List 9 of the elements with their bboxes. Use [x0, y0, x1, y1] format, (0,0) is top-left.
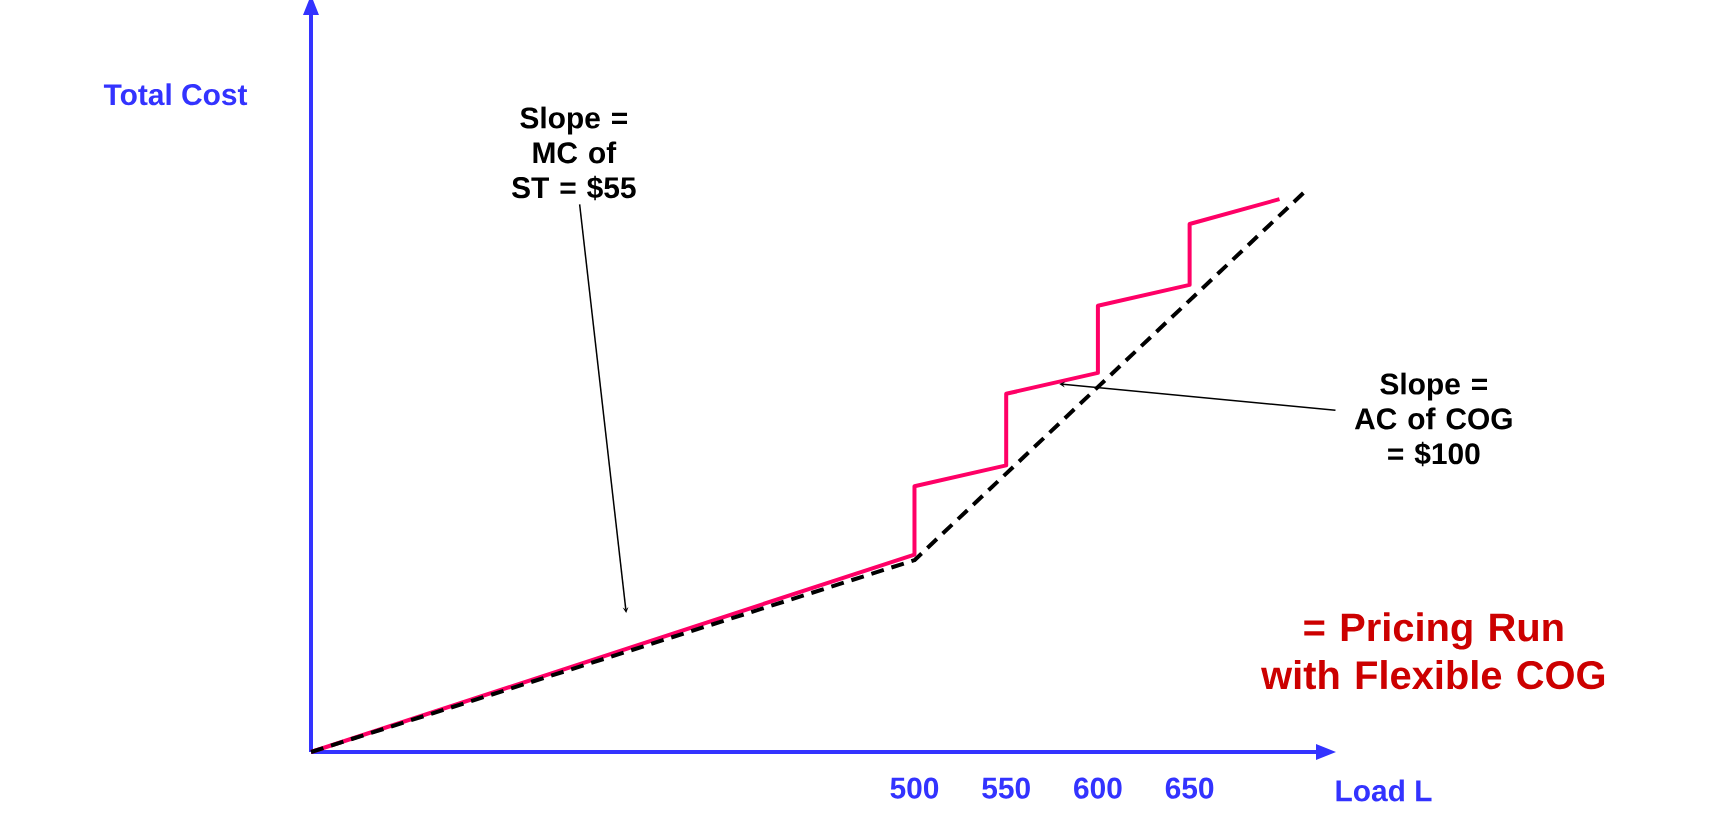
x-axis-title: Load L — [1336, 779, 1432, 802]
x-tick-label: 600 — [1074, 777, 1122, 799]
x-tick-label: 650 — [1165, 777, 1214, 799]
x-tick-label: 550 — [982, 777, 1030, 799]
y-axis-title: Total Cost — [103, 83, 248, 106]
annotation: = Pricing Run with Flexible COG — [1261, 612, 1605, 690]
text: Slope = AC of COG = $100 — [1354, 372, 1512, 467]
x-tick-label: 500 — [890, 777, 939, 799]
annotation: Slope = MC of ST = $55 — [511, 106, 636, 201]
